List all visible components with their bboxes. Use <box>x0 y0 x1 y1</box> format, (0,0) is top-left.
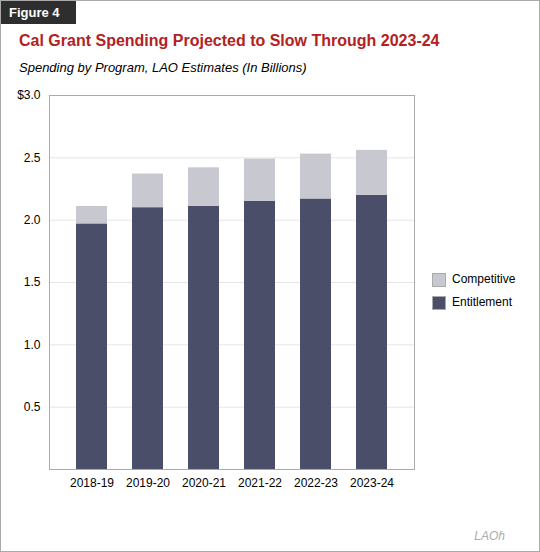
svg-text:$3.0: $3.0 <box>17 88 41 102</box>
svg-text:2020-21: 2020-21 <box>182 476 226 490</box>
svg-text:2.5: 2.5 <box>24 151 41 165</box>
svg-text:1.5: 1.5 <box>24 275 41 289</box>
svg-text:1.0: 1.0 <box>24 338 41 352</box>
svg-text:2.0: 2.0 <box>24 213 41 227</box>
html-text:Figure 4: Figure 4 <box>9 5 60 20</box>
svg-text:2019-20: 2019-20 <box>126 476 170 490</box>
html-text:Spending by Program, LAO Estim: Spending by Program, LAO Estimates (In B… <box>19 60 307 75</box>
svg-text:2021-22: 2021-22 <box>238 476 282 490</box>
html-text:Entitlement: Entitlement <box>452 295 512 309</box>
svg-text:2022-23: 2022-23 <box>294 476 338 490</box>
html-text:Competitive: Competitive <box>452 272 516 287</box>
html-text:Cal Grant Spending Projected t: Cal Grant Spending Projected to Slow Thr… <box>19 32 440 49</box>
svg-text:2018-19: 2018-19 <box>70 476 114 490</box>
svg-text:2023-24: 2023-24 <box>350 476 394 490</box>
svg-text:0.5: 0.5 <box>24 400 41 414</box>
html-text:LAOɦ: LAOɦ <box>474 529 505 543</box>
